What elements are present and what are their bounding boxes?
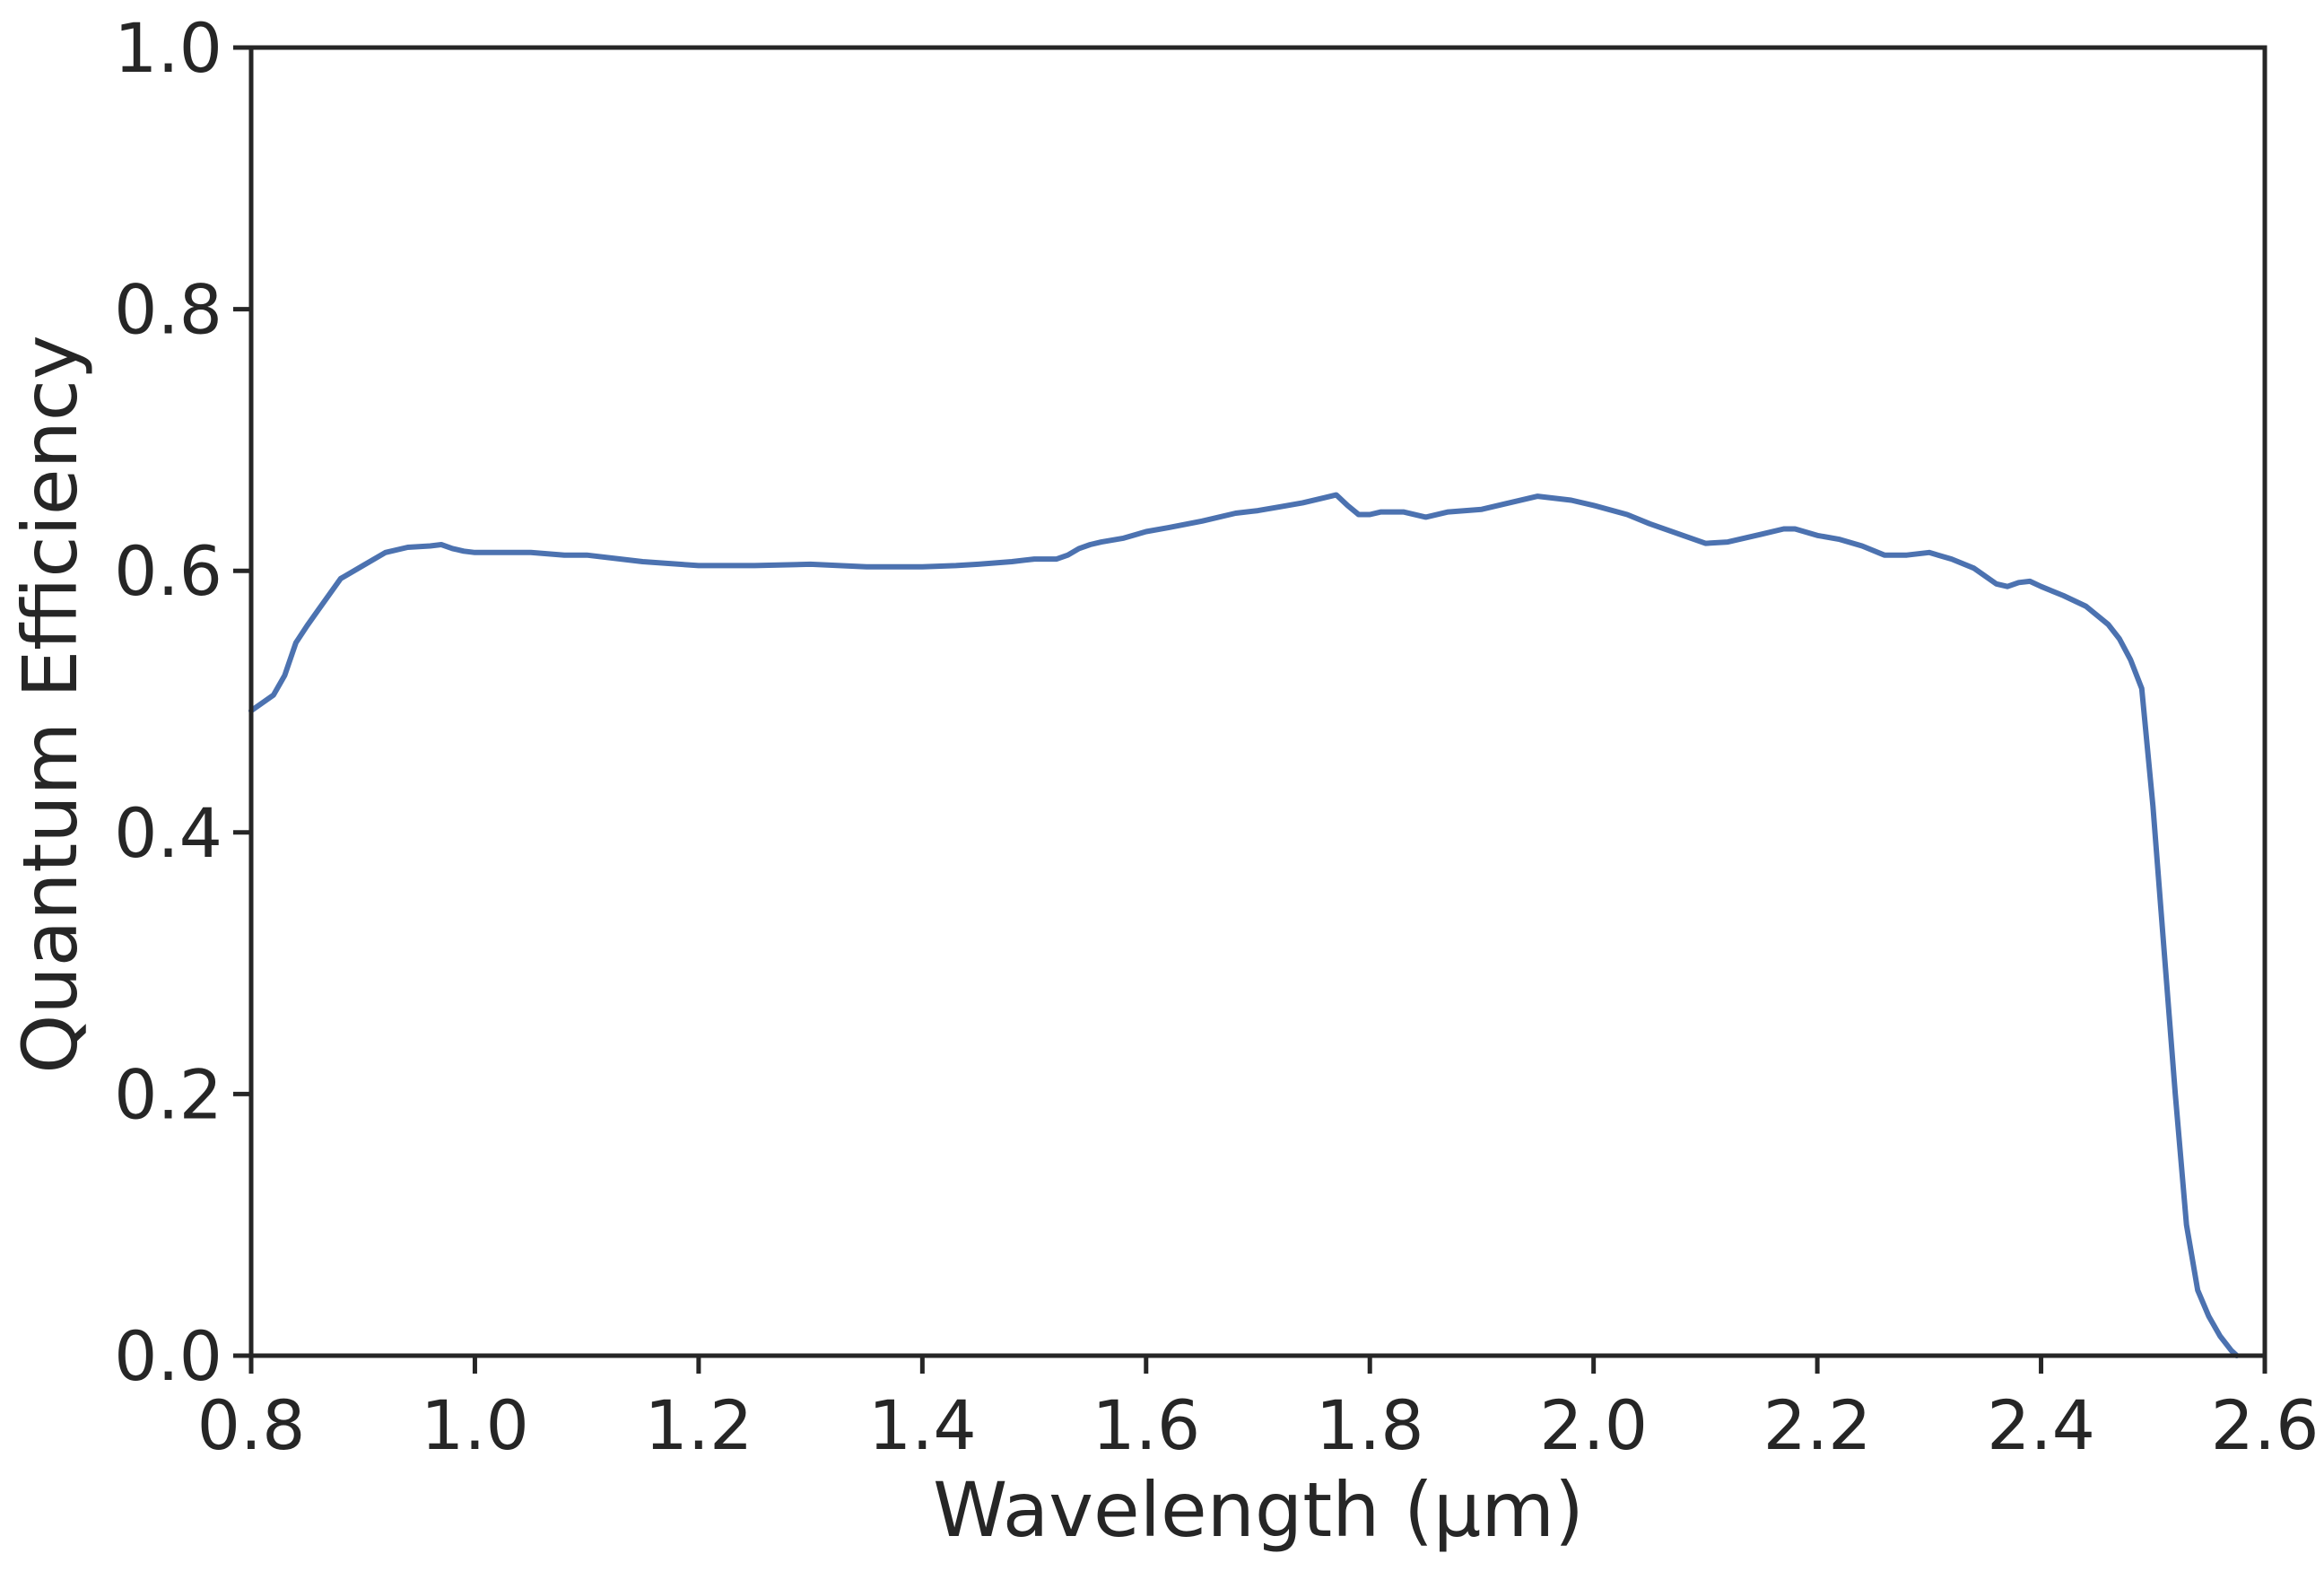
y-tick-label: 0.2 [114, 1054, 222, 1134]
x-tick-label: 1.4 [868, 1385, 977, 1465]
x-tick-label: 1.2 [644, 1385, 753, 1465]
x-tick-label: 2.6 [2211, 1385, 2320, 1465]
series-line-0 [248, 492, 2240, 1358]
y-tick-label: 0.0 [114, 1316, 222, 1396]
y-tick-label: 1.0 [114, 8, 222, 88]
series-layer [248, 492, 2240, 1358]
y-tick-label: 0.8 [114, 270, 222, 350]
x-axis-title: Wavelength (μm) [933, 1466, 1584, 1554]
y-tick-label: 0.4 [114, 793, 222, 873]
axes-layer [248, 45, 2267, 1358]
x-tick-label: 0.8 [197, 1385, 306, 1465]
x-tick-label: 2.0 [1539, 1385, 1648, 1465]
y-tick-label: 0.6 [114, 531, 222, 611]
x-tick-label: 1.6 [1092, 1385, 1200, 1465]
x-tick-label: 1.0 [421, 1385, 529, 1465]
ticks-layer: 0.8 1.0 1.2 1.4 1.6 1.8 2.0 2.2 2.4 2.6 0.0 0.2 0.4 0… [114, 8, 2319, 1465]
axes-frame [248, 45, 2267, 1358]
y-axis-title: Quantum Efficiency [6, 335, 94, 1073]
x-tick-label: 2.2 [1763, 1385, 1872, 1465]
x-tick-label: 1.8 [1316, 1385, 1424, 1465]
x-tick-label: 2.4 [1987, 1385, 2095, 1465]
